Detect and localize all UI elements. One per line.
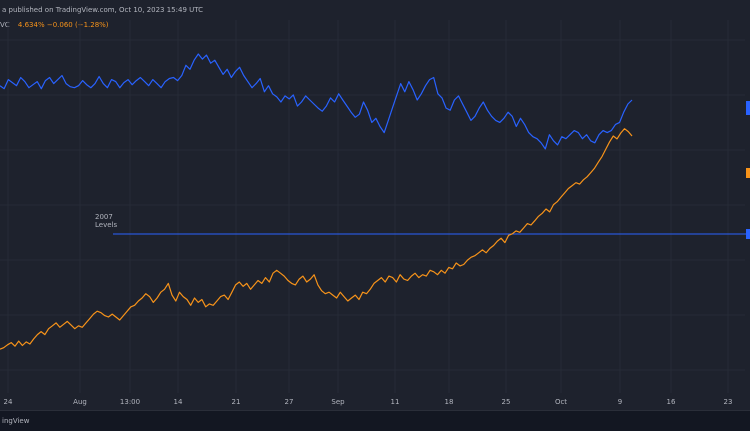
legend-values: 4.634% −0.060 (−1.28%) <box>17 21 109 29</box>
x-tick-label: 18 <box>445 398 454 406</box>
orange-series-line[interactable] <box>0 128 633 350</box>
x-tick-label: 27 <box>285 398 294 406</box>
x-tick-label: 9 <box>618 398 622 406</box>
x-tick-label: 24 <box>4 398 13 406</box>
x-axis: 24 Aug 13:00 14 21 27 Sep 11 18 25 Oct 9 16 23 <box>4 398 733 406</box>
x-tick-label: 25 <box>502 398 511 406</box>
x-tick-label: Oct <box>555 398 567 406</box>
blue-price-marker <box>746 101 750 115</box>
publish-info-bar: a published on TradingView.com, Oct 10, … <box>0 0 750 20</box>
x-tick-label: 14 <box>174 398 183 406</box>
x-tick-label: 16 <box>667 398 676 406</box>
symbol-legend: VC 4.634% −0.060 (−1.28%) <box>0 19 109 31</box>
x-tick-label: 21 <box>232 398 241 406</box>
x-tick-label: 13:00 <box>120 398 140 406</box>
series-group <box>0 53 633 350</box>
blue-series-line[interactable] <box>0 53 633 150</box>
2007-levels-label-year: 2007 <box>95 213 113 221</box>
x-tick-label: 23 <box>724 398 733 406</box>
orange-price-marker <box>746 168 750 178</box>
x-tick-label: Sep <box>331 398 345 406</box>
level-price-marker <box>746 229 750 239</box>
x-tick-label: Aug <box>73 398 87 406</box>
footer-bar: ingView <box>0 410 750 431</box>
footer-brand: ingView <box>2 417 30 425</box>
chart-grid <box>0 20 745 393</box>
legend-symbol: VC <box>0 21 10 29</box>
x-tick-label: 11 <box>391 398 400 406</box>
2007-levels-label-text: Levels <box>95 221 117 229</box>
publish-info-text: a published on TradingView.com, Oct 10, … <box>2 6 204 14</box>
